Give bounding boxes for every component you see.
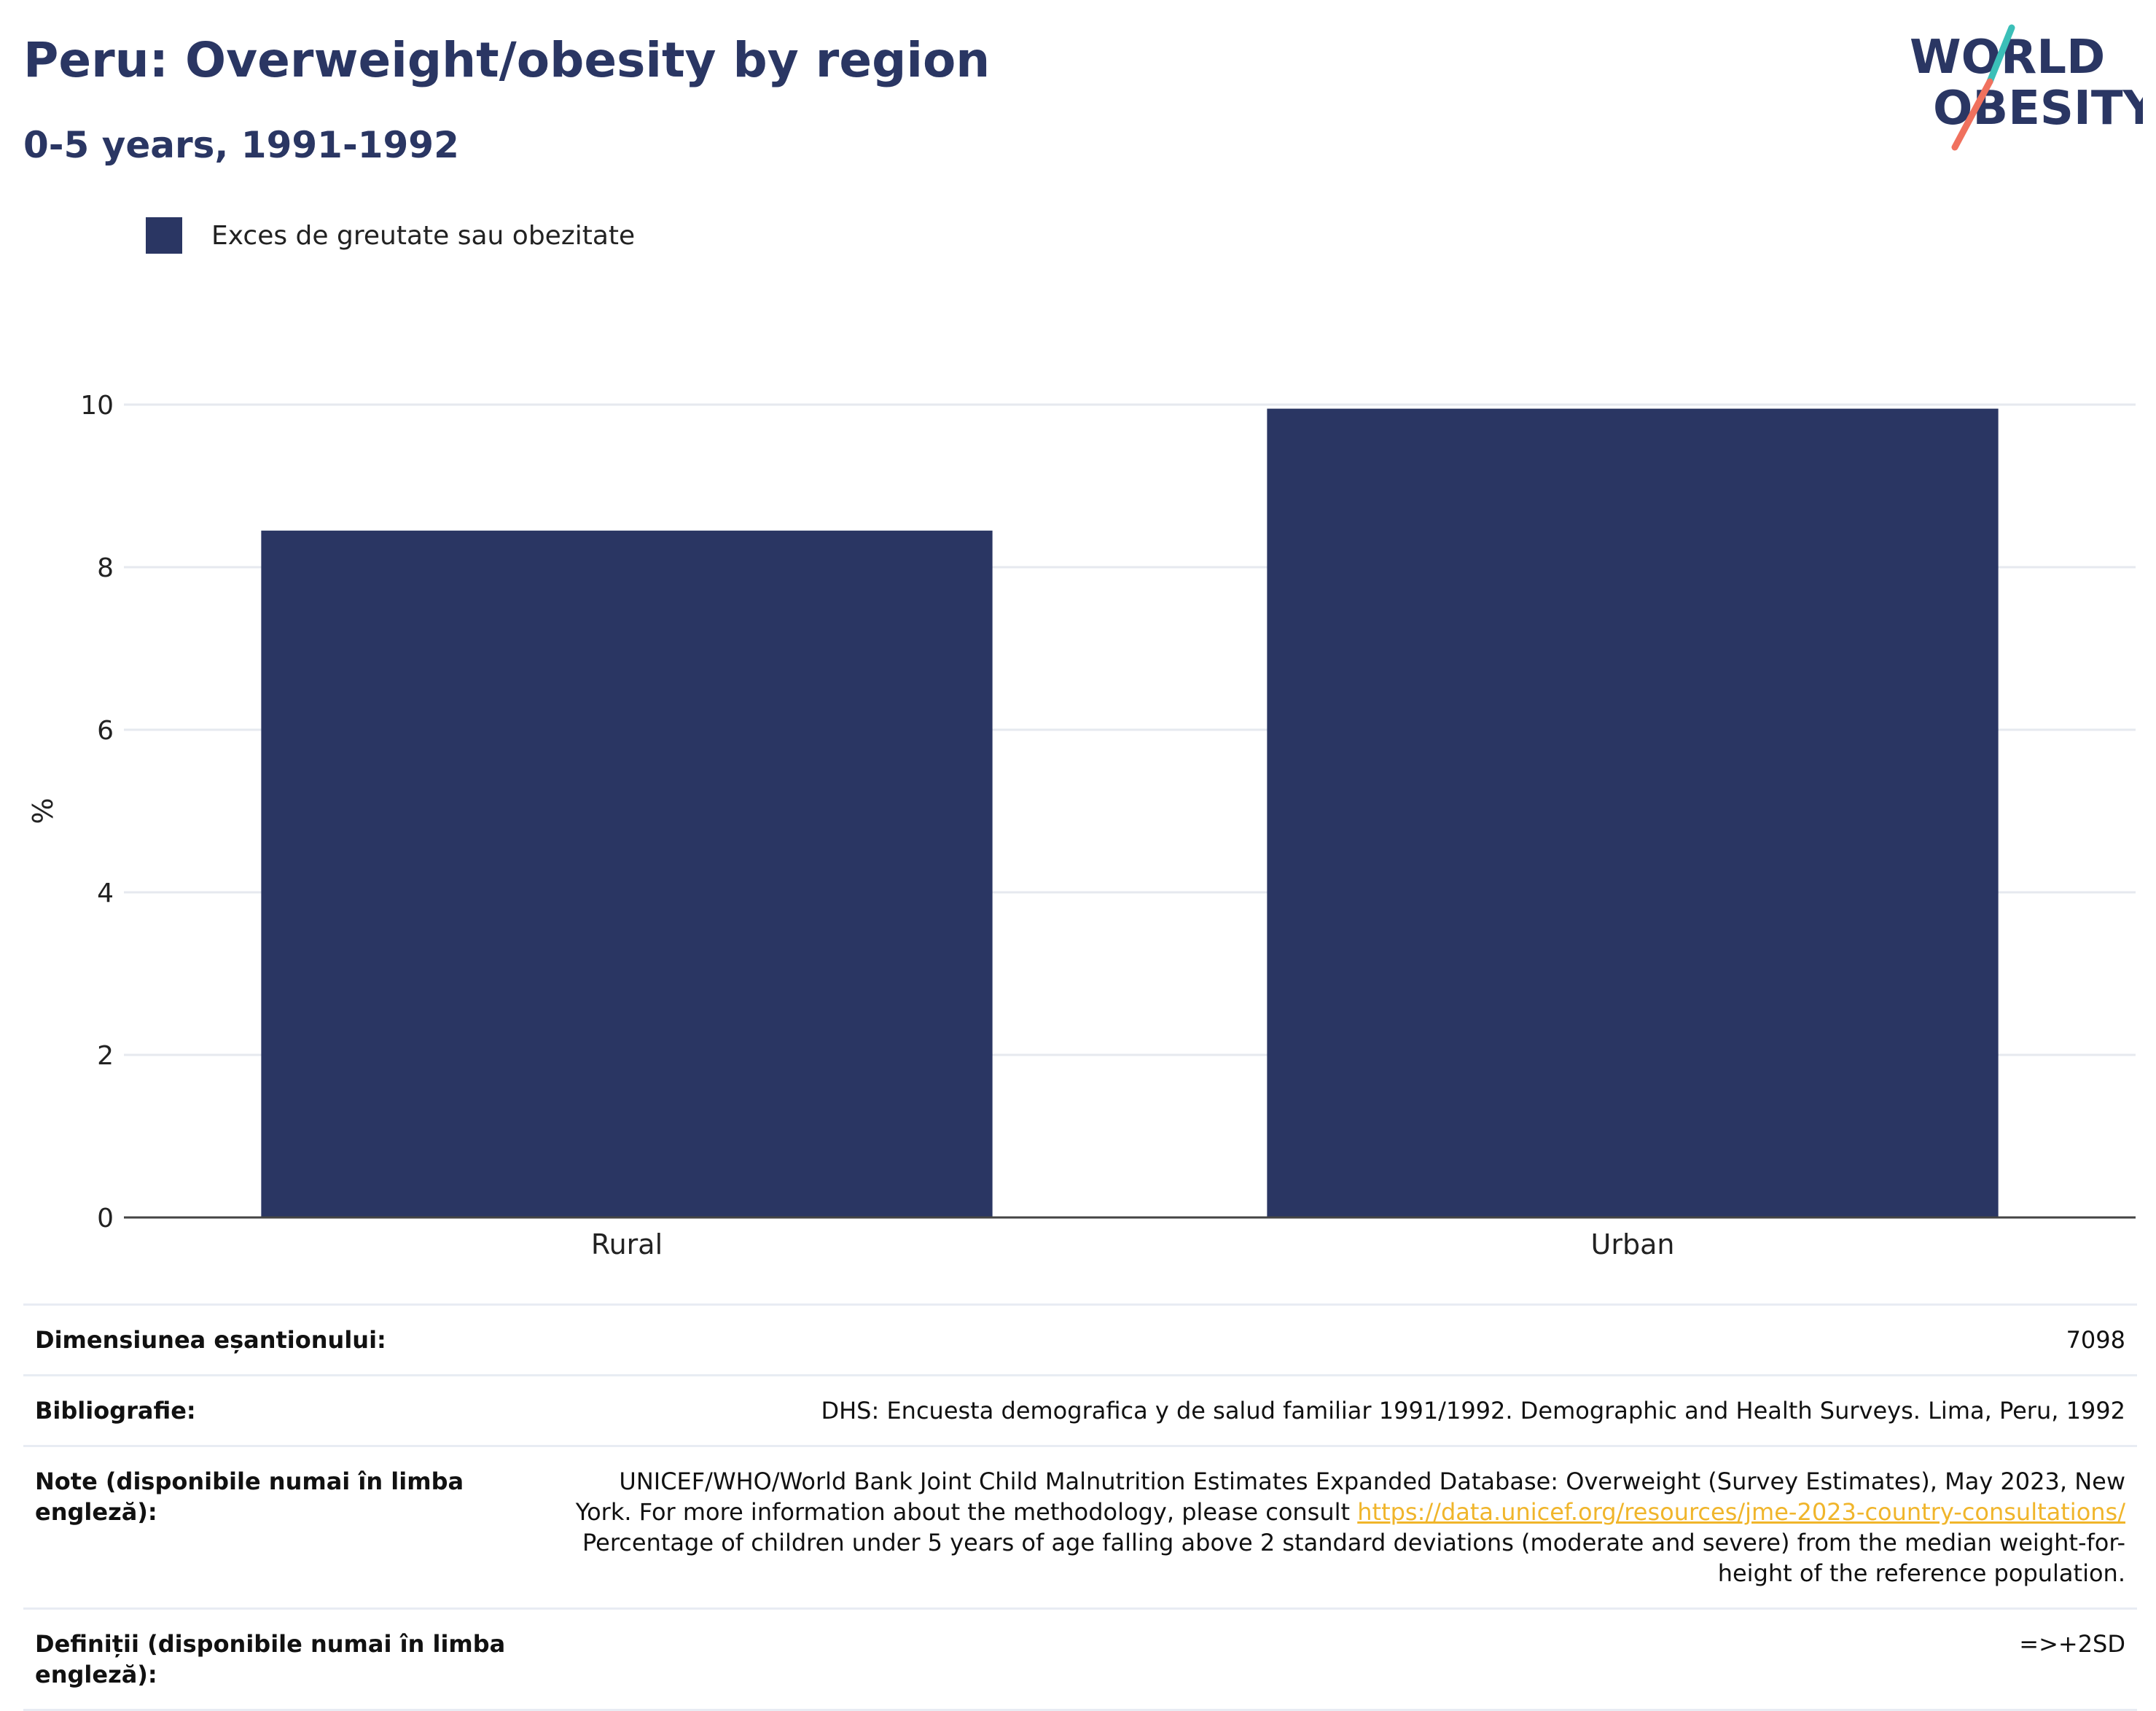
sample-size-label: Dimensiunea eșantionului: [35,1326,386,1354]
legend-swatch [146,217,182,254]
definitions-value: =>+2SD [2019,1630,2125,1658]
bar [1267,408,1999,1218]
logo-slash-bottom [1951,78,1993,151]
chart-subtitle: 0-5 years, 1991-1992 [23,124,459,166]
info-table: Dimensiunea eșantionului: 7098 Bibliogra… [23,1303,2137,1711]
chart-legend: Exces de greutate sau obezitate [146,216,635,255]
logo-slash-top [1986,24,2015,85]
notes-text-2: Percentage of children under 5 years of … [582,1529,2125,1587]
y-tick-label: 10 [80,391,114,421]
legend-label: Exces de greutate sau obezitate [211,220,636,251]
world-obesity-logo: WORLD OBESITY [1910,24,2143,151]
bibliography-label: Bibliografie: [35,1397,196,1424]
info-row-notes: Note (disponibile numai în limba engleză… [23,1446,2137,1609]
y-tick-label: 6 [97,716,114,746]
x-tick-label: Rural [591,1228,663,1260]
y-axis-label: % [27,798,59,824]
definitions-label: Definiții (disponibile numai în limba en… [35,1630,506,1688]
bibliography-value: DHS: Encuesta demografica y de salud fam… [821,1397,2125,1424]
info-row-bibliography: Bibliografie: DHS: Encuesta demografica … [23,1375,2137,1446]
sample-size-value: 7098 [2066,1326,2125,1354]
y-tick-label: 8 [97,553,114,583]
notes-value: UNICEF/WHO/World Bank Joint Child Malnut… [550,1446,2137,1609]
chart-title: Peru: Overweight/obesity by region [23,32,991,88]
info-row-definitions: Definiții (disponibile numai în limba en… [23,1608,2137,1710]
notes-link[interactable]: https://data.unicef.org/resources/jme-20… [1357,1498,2125,1526]
info-row-sample: Dimensiunea eșantionului: 7098 [23,1304,2137,1376]
bar-chart: 0 2 4 6 8 10% Rural Urban [27,391,2136,1260]
y-tick-label: 0 [97,1204,114,1233]
notes-label: Note (disponibile numai în limba engleză… [35,1468,464,1526]
x-tick-label: Urban [1591,1228,1675,1260]
bar [261,530,993,1217]
notes-text-1: UNICEF/WHO/World Bank Joint Child Malnut… [575,1468,2125,1526]
y-tick-label: 2 [97,1041,114,1071]
y-tick-label: 4 [97,878,114,908]
